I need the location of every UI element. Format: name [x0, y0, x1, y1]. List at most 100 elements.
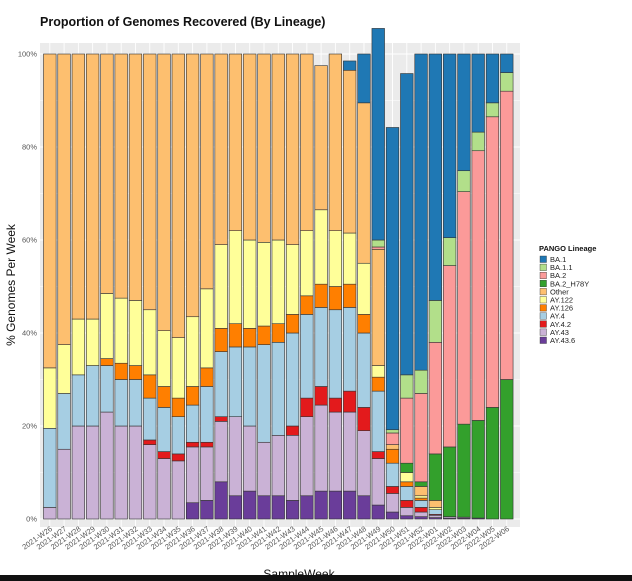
- bar-segment: [343, 69, 357, 234]
- bar-segment: [314, 65, 328, 211]
- bar-segment: [328, 490, 343, 520]
- bar-segment: [200, 53, 214, 290]
- bar-segment: [271, 341, 285, 436]
- bar-segment: [214, 421, 228, 483]
- bar-segment: [43, 367, 57, 429]
- bar-segment: [214, 53, 228, 245]
- bar-segment: [343, 490, 357, 520]
- bar-segment: [328, 286, 343, 311]
- bar-segment: [128, 425, 143, 520]
- bar-segment: [143, 374, 157, 399]
- bar-segment: [71, 374, 85, 427]
- bar-segment: [414, 393, 428, 483]
- bar-segment: [257, 344, 271, 443]
- bar-segment: [128, 53, 143, 301]
- bar-segment: [357, 314, 371, 334]
- bar-segment: [228, 416, 243, 497]
- bar-segment: [257, 325, 271, 345]
- bar-segment: [214, 416, 228, 422]
- bar-segment: [400, 500, 414, 508]
- bar-segment: [400, 481, 414, 487]
- bar-segment: [457, 191, 471, 425]
- bar-segment: [371, 458, 385, 506]
- bar-segment: [385, 462, 400, 487]
- bar-segment: [400, 486, 414, 501]
- bar-segment: [228, 230, 243, 324]
- legend-key: [539, 280, 547, 287]
- bar-segment: [186, 386, 200, 406]
- bar-segment: [457, 53, 471, 172]
- bar-segment: [300, 230, 314, 297]
- bar-segment: [428, 300, 442, 343]
- bar-segment: [186, 404, 200, 443]
- bar-segment: [114, 53, 128, 299]
- bar-segment: [357, 53, 371, 104]
- bar-segment: [71, 318, 85, 376]
- bar-segment: [400, 73, 414, 376]
- bar-segment: [457, 423, 471, 518]
- bar-segment: [414, 495, 428, 499]
- bar-segment: [328, 397, 343, 413]
- bar-segment: [300, 416, 314, 497]
- bar-segment: [428, 341, 442, 455]
- bar-segment: [371, 249, 385, 366]
- bar-segment: [371, 239, 385, 248]
- bar-segment: [200, 288, 214, 369]
- bar-segment: [157, 407, 171, 452]
- bar-segment: [243, 425, 257, 492]
- legend: PANGO Lineage BA.1BA.1.1BA.2BA.2_H78YOth…: [539, 244, 596, 345]
- bar-segment: [357, 430, 371, 497]
- legend-key: [539, 304, 547, 312]
- legend-label: AY.122: [550, 296, 573, 305]
- bar-segment: [128, 379, 143, 427]
- bar-segment: [200, 367, 214, 387]
- bar-segment: [171, 397, 185, 418]
- bar-segment: [357, 332, 371, 408]
- bar-segment: [114, 425, 128, 520]
- bar-segment: [428, 453, 442, 501]
- bar-segment: [257, 242, 271, 327]
- legend-key: [539, 263, 547, 271]
- bar-segment: [400, 472, 414, 483]
- bar-segment: [143, 444, 157, 520]
- bar-segment: [314, 386, 328, 406]
- bar-segment: [171, 337, 185, 399]
- bar-segment: [371, 390, 385, 452]
- bar-segment: [443, 265, 457, 448]
- bar-segment: [385, 127, 400, 431]
- bar-segment: [443, 237, 457, 266]
- bar-segment: [57, 393, 71, 450]
- y-tick-label: 100%: [18, 50, 38, 59]
- legend-label: AY.4: [550, 312, 565, 321]
- bar-segment: [385, 432, 400, 445]
- bar-segment: [114, 362, 128, 380]
- window-bottom-edge: [0, 575, 632, 581]
- bar-segment: [414, 369, 428, 394]
- bar-segment: [400, 397, 414, 464]
- bar-segment: [86, 425, 100, 520]
- bar-segment: [471, 150, 485, 421]
- bar-segment: [414, 481, 428, 487]
- bar-segment: [300, 314, 314, 399]
- bar-segment: [200, 446, 214, 501]
- bar-segment: [428, 507, 442, 510]
- bar-segment: [100, 53, 114, 294]
- bar-segment: [257, 495, 271, 520]
- bar-segment: [271, 53, 285, 241]
- bar-segment: [500, 90, 514, 380]
- chart-title: Proportion of Genomes Recovered (By Line…: [40, 15, 325, 29]
- bar-segment: [114, 379, 128, 427]
- bar-segment: [57, 448, 71, 520]
- bar-segment: [385, 448, 400, 464]
- bar-segment: [428, 514, 442, 518]
- bar-segment: [114, 297, 128, 364]
- bar-segment: [428, 500, 442, 508]
- bar-segment: [314, 283, 328, 308]
- bar-segment: [243, 239, 257, 329]
- legend-key: [539, 296, 547, 304]
- bar-segment: [171, 416, 185, 455]
- bar-segment: [371, 376, 385, 392]
- bar-segment: [443, 446, 457, 517]
- bar-segment: [186, 53, 200, 318]
